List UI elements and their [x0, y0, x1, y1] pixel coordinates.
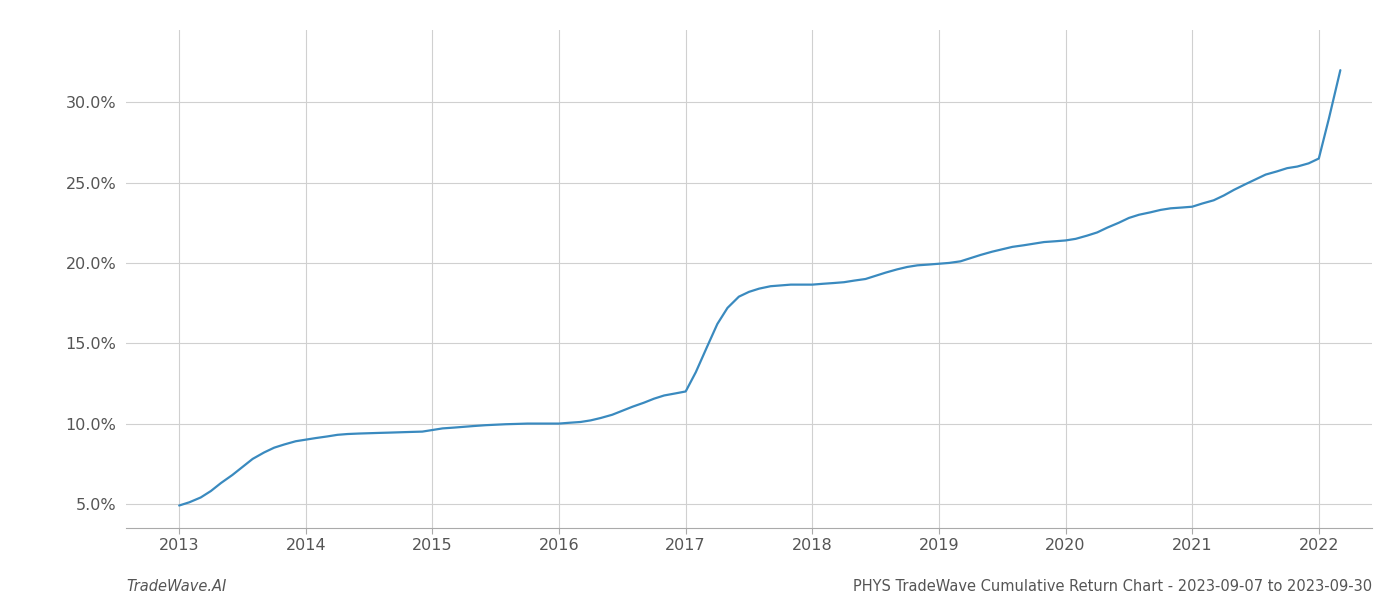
Text: TradeWave.AI: TradeWave.AI — [126, 579, 227, 594]
Text: PHYS TradeWave Cumulative Return Chart - 2023-09-07 to 2023-09-30: PHYS TradeWave Cumulative Return Chart -… — [853, 579, 1372, 594]
